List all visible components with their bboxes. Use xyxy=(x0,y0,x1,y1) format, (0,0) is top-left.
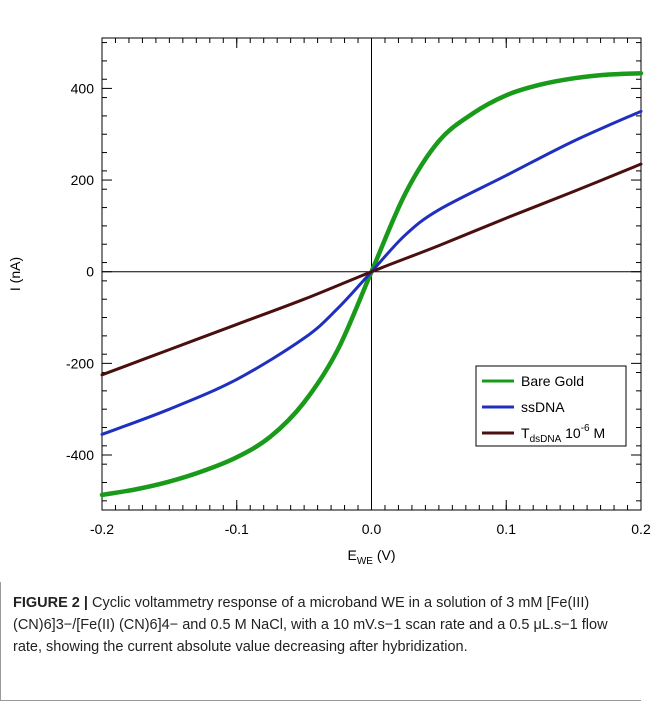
x-tick-label: 0.0 xyxy=(362,521,382,537)
y-tick-label: -200 xyxy=(66,355,94,371)
y-tick-label: -400 xyxy=(66,447,94,463)
figure-caption: FIGURE 2 | Cyclic voltammetry response o… xyxy=(13,592,635,658)
x-tick-label: -0.1 xyxy=(225,521,249,537)
x-axis-label: EWE (V) xyxy=(347,547,395,567)
caption-label: FIGURE 2 | xyxy=(13,595,88,611)
legend-label: ssDNA xyxy=(521,399,565,415)
legend-label: Bare Gold xyxy=(521,373,584,389)
x-tick-label: 0.1 xyxy=(497,521,517,537)
axis-labels: -0.2 -0.1 0.0 0.1 0.2 400 200 0 -200 -400 EWE (V) I… xyxy=(7,80,651,567)
y-tick-label: 0 xyxy=(86,264,94,280)
series-line-3 xyxy=(100,162,643,377)
x-tick-label: 0.2 xyxy=(631,521,651,537)
legend: Bare Gold ssDNA TdsDNA 10-6 M xyxy=(475,365,627,447)
y-tick-label: 400 xyxy=(71,80,95,96)
series-layer xyxy=(99,71,644,498)
y-axis-label: I (nA) xyxy=(7,257,23,291)
caption-text: Cyclic voltammetry response of a microba… xyxy=(13,595,608,655)
y-tick-label: 200 xyxy=(71,172,95,188)
cyclic-voltammetry-chart: -0.2 -0.1 0.0 0.1 0.2 400 200 0 -200 -400 EWE (V) I… xyxy=(7,37,651,567)
x-tick-label: -0.2 xyxy=(90,521,114,537)
legend-label: TdsDNA 10-6 M xyxy=(521,423,605,445)
caption-box: FIGURE 2 | Cyclic voltammetry response o… xyxy=(0,582,641,701)
